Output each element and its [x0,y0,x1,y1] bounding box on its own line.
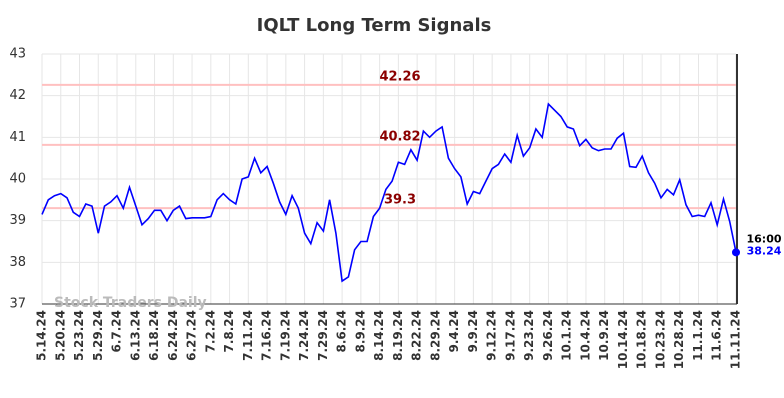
y-tick-label: 39 [9,213,26,228]
x-tick-label: 7.19.24 [278,310,292,361]
end-time: 16:00 [746,232,781,245]
x-tick-label: 9.4.24 [447,310,461,353]
y-tick-label: 42 [9,88,26,103]
x-tick-label: 10.9.24 [597,310,611,361]
x-tick-label: 6.13.24 [128,310,142,361]
chart-title: IQLT Long Term Signals [257,15,492,36]
level-label: 39.3 [384,193,416,208]
x-tick-label: 7.16.24 [260,310,274,361]
x-tick-label: 9.23.24 [522,310,536,361]
x-tick-label: 9.26.24 [541,310,555,361]
x-tick-label: 11.6.24 [710,310,724,361]
x-tick-label: 5.20.24 [53,310,67,361]
y-tick-label: 38 [9,255,26,270]
x-tick-label: 10.1.24 [560,310,574,361]
level-label: 40.82 [379,129,420,144]
last-point [732,248,740,257]
watermark: Stock Traders Daily [54,295,207,311]
y-tick-label: 40 [9,172,26,187]
x-tick-label: 5.29.24 [91,310,105,361]
price-line [41,102,737,283]
y-tick-label: 41 [9,130,26,145]
x-tick-label: 10.14.24 [616,310,630,369]
x-tick-label: 10.23.24 [653,310,667,369]
x-tick-label: 8.29.24 [428,310,442,361]
x-tick-label: 10.28.24 [672,310,686,369]
x-tick-label: 10.18.24 [635,310,649,369]
y-tick-label: 43 [9,47,26,62]
x-tick-label: 7.24.24 [297,310,311,361]
x-tick-label: 7.2.24 [203,310,217,353]
x-tick-label: 11.11.24 [729,310,743,369]
x-tick-label: 9.9.24 [466,310,480,353]
x-tick-label: 7.8.24 [222,310,236,353]
end-value: 38.24 [747,244,782,257]
x-tick-label: 8.6.24 [335,310,349,353]
x-tick-label: 5.14.24 [35,310,49,361]
x-tick-label: 6.24.24 [166,310,180,361]
y-tick-label: 37 [9,297,26,312]
x-tick-label: 10.4.24 [578,310,592,361]
x-tick-label: 8.9.24 [353,310,367,353]
x-tick-label: 8.19.24 [391,310,405,361]
x-tick-label: 9.17.24 [503,310,517,361]
x-tick-label: 8.14.24 [372,310,386,361]
x-tick-label: 5.23.24 [72,310,86,361]
x-tick-label: 6.27.24 [185,310,199,361]
level-label: 42.26 [379,69,420,84]
x-tick-label: 7.11.24 [241,310,255,361]
x-tick-label: 6.7.24 [110,310,124,353]
x-tick-label: 9.12.24 [485,310,499,361]
x-tick-label: 7.29.24 [316,310,330,361]
x-tick-label: 11.1.24 [691,310,705,361]
x-tick-label: 8.22.24 [410,310,424,361]
x-tick-label: 6.18.24 [147,310,161,361]
